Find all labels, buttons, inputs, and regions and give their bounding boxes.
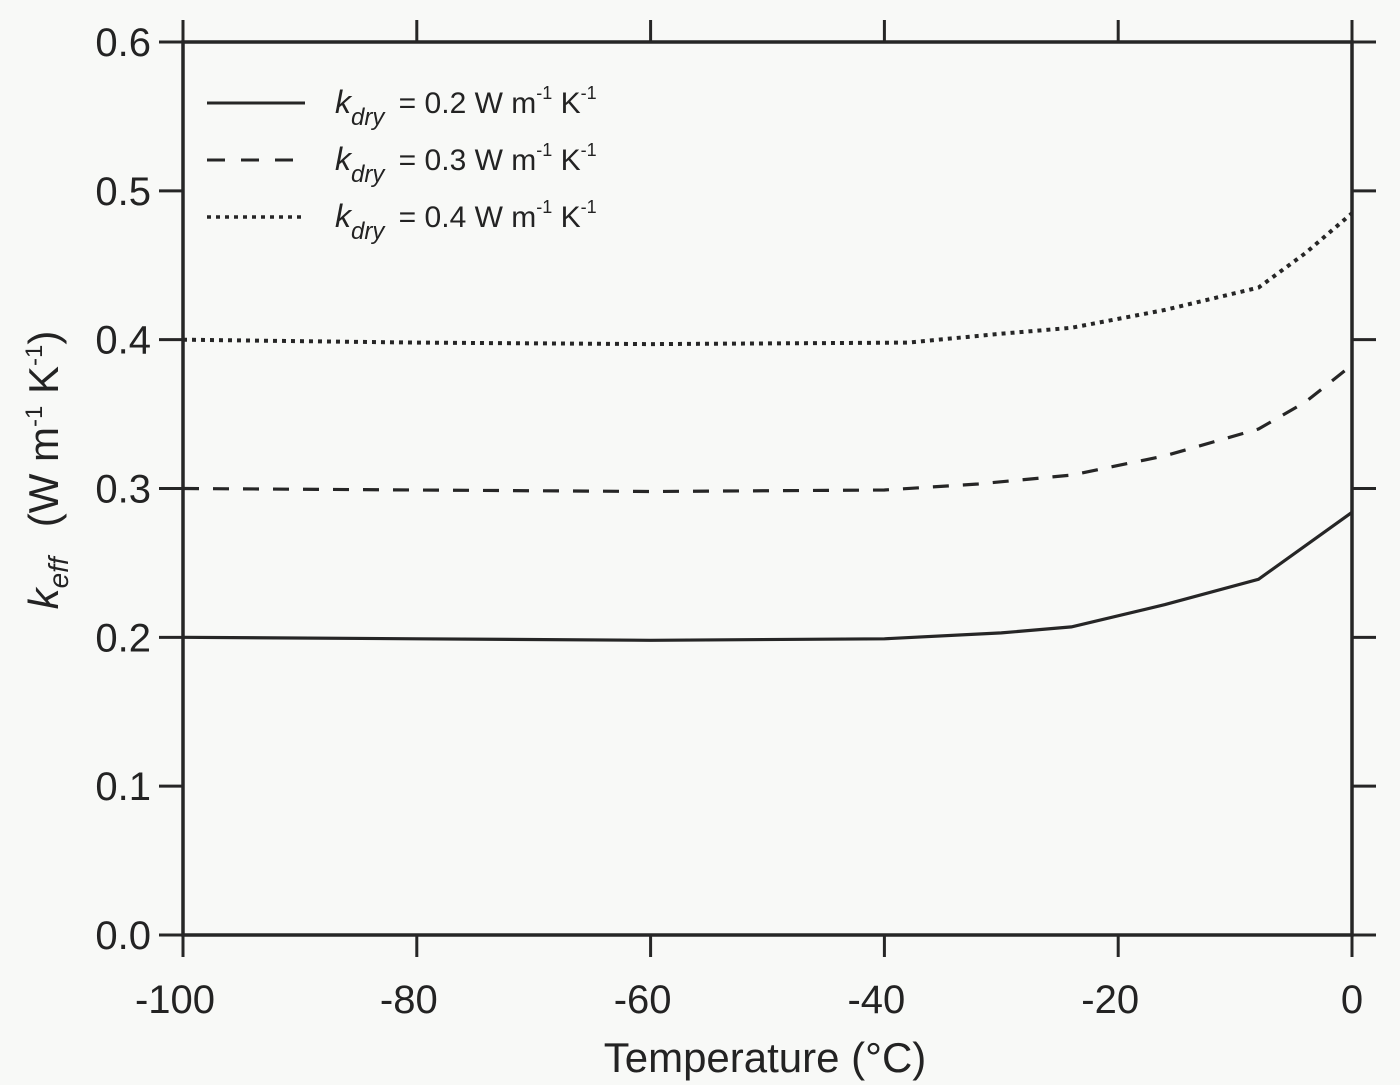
y-tick-label: 0.3 [95,468,151,512]
y-axis-title: keff(W m-1 K-1) [20,331,74,610]
y-title-symbol: k [20,586,67,609]
series-line-solid [182,510,1353,642]
x-tick-label: -80 [380,978,438,1022]
y-tick-label: 0.4 [95,319,151,363]
legend-label: kdry = 0.2 W m-1 K-1 [335,83,597,131]
x-axis-title: Temperature (°C) [604,1034,927,1081]
legend-label: kdry = 0.4 W m-1 K-1 [335,197,597,245]
legend: kdry = 0.2 W m-1 K-1 kdry = 0.3 W m-1 K-1… [207,83,597,245]
y-title-subscript: eff [43,554,74,588]
y-tick-label: 0.6 [95,21,151,65]
series-layer [182,211,1354,642]
y-tick-label: 0.1 [95,765,151,809]
series-line-dashed [182,363,1353,494]
y-tick-label: 0.0 [95,914,151,958]
y-axis: 0.0 0.1 0.2 0.3 0.4 0.5 0.6 [95,21,1376,958]
y-title-mid: K [20,366,67,406]
series-line-dotted [182,211,1354,347]
y-title-exp2: -1 [21,345,48,366]
x-tick-label: -100 [135,978,215,1022]
x-tick-label: -40 [847,978,905,1022]
x-axis: -100 -80 -60 -40 -20 0 [135,20,1363,1022]
y-tick-label: 0.5 [95,170,151,214]
y-title-units: (W m [20,427,67,527]
x-tick-label: -20 [1081,978,1139,1022]
x-tick-label: 0 [1341,978,1363,1022]
y-tick-label: 0.2 [95,616,151,660]
y-title-close: ) [20,331,67,345]
svg-text:keff(W m-1 K-1): keff(W m-1 K-1) [20,331,74,610]
x-tick-label: -60 [614,978,672,1022]
legend-label: kdry = 0.3 W m-1 K-1 [335,140,597,188]
y-title-exp1: -1 [21,406,48,427]
